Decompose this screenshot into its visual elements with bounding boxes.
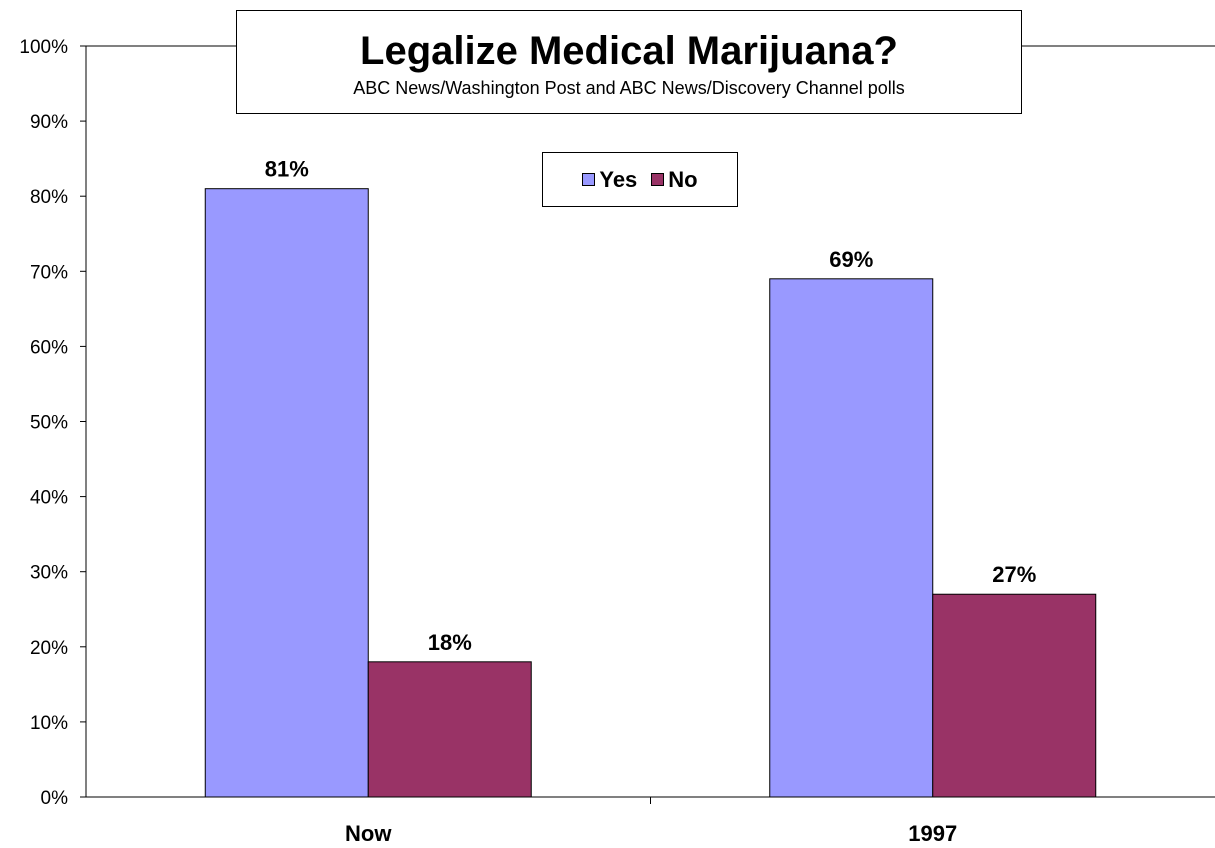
legend-item-no: No: [651, 166, 698, 193]
data-label: 27%: [992, 562, 1036, 587]
y-tick-label: 10%: [30, 713, 68, 734]
y-tick-label: 30%: [30, 563, 68, 584]
y-tick-label: 100%: [19, 37, 68, 58]
y-tick-label: 80%: [30, 187, 68, 208]
data-label: 69%: [829, 247, 873, 272]
y-tick-label: 0%: [41, 788, 69, 809]
y-tick-label: 90%: [30, 112, 68, 133]
x-category-label: 1997: [908, 821, 957, 846]
bar-yes-1997: [769, 278, 934, 798]
legend-label-yes: Yes: [599, 166, 638, 192]
bar-yes-now: [204, 188, 369, 798]
x-category-label: Now: [345, 821, 392, 846]
chart-title: Legalize Medical Marijuana?: [360, 29, 898, 73]
bar-no-now: [367, 661, 532, 798]
legend: Yes No: [542, 152, 738, 207]
y-tick-label: 60%: [30, 337, 68, 358]
legend-swatch-no: [651, 173, 665, 186]
chart-subtitle: ABC News/Washington Post and ABC News/Di…: [353, 78, 905, 98]
title-box: Legalize Medical Marijuana? ABC News/Was…: [236, 10, 1022, 114]
data-label: 81%: [265, 157, 309, 182]
y-tick-label: 40%: [30, 488, 68, 509]
bar-no-1997: [932, 593, 1097, 798]
legend-swatch-yes: [582, 173, 596, 186]
y-tick-label: 50%: [30, 413, 68, 434]
legend-item-yes: Yes: [582, 167, 637, 193]
data-label: 18%: [428, 630, 472, 655]
y-tick-label: 70%: [30, 262, 68, 283]
legend-label-no: No: [668, 166, 698, 192]
y-tick-label: 20%: [30, 638, 68, 659]
